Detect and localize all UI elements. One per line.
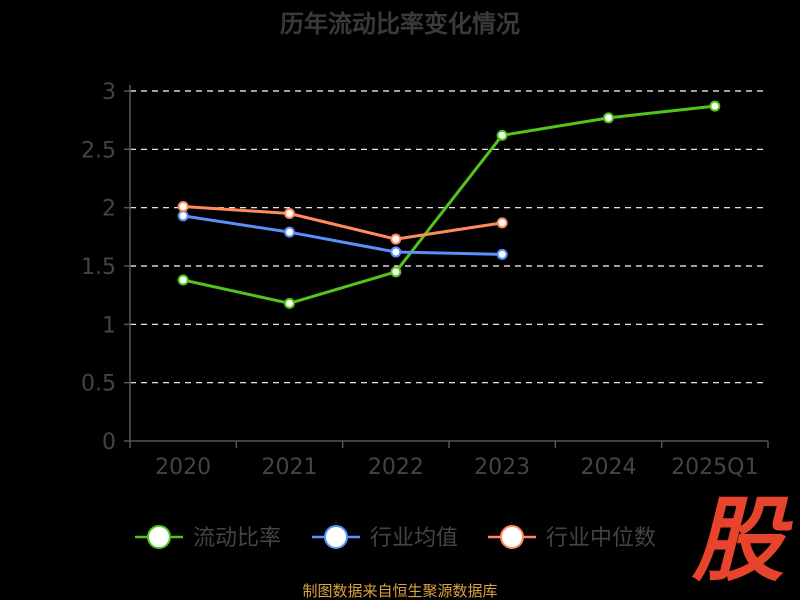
series-line <box>182 104 715 305</box>
y-tick-label: 2.5 <box>81 138 116 163</box>
data-point[interactable] <box>177 274 189 286</box>
legend[interactable]: 流动比率 行业均值 行业中位数 <box>135 525 656 551</box>
series-line <box>182 214 503 256</box>
legend-item[interactable]: 行业均值 <box>312 525 458 551</box>
data-point[interactable] <box>390 233 402 245</box>
series-line <box>183 205 503 241</box>
x-tick-label: 2024 <box>581 455 637 480</box>
y-tick-label: 0 <box>102 430 116 455</box>
data-point[interactable] <box>177 201 189 212</box>
legend-label: 行业中位数 <box>546 526 656 551</box>
x-tick-label: 2020 <box>155 455 211 480</box>
y-tick-label: 1.5 <box>81 255 116 280</box>
x-tick-label: 2022 <box>368 455 424 480</box>
data-point[interactable] <box>496 248 508 260</box>
data-point[interactable] <box>603 112 614 124</box>
data-point[interactable] <box>284 297 295 309</box>
x-tick-label: 2023 <box>474 455 530 480</box>
series-3 <box>177 201 508 245</box>
data-point[interactable] <box>177 210 189 222</box>
series-2 <box>177 210 508 260</box>
data-point[interactable] <box>496 217 508 229</box>
y-tick-label: 1 <box>102 313 116 338</box>
x-tick-label: 2025Q1 <box>671 455 758 480</box>
series-lines <box>177 100 721 309</box>
data-point[interactable] <box>496 129 508 141</box>
legend-marker <box>324 525 348 549</box>
legend-item[interactable]: 流动比率 <box>135 525 281 551</box>
legend-label: 行业均值 <box>370 526 458 551</box>
watermark-logo: 股 <box>691 487 793 594</box>
chart-title: 历年流动比率变化情况 <box>280 10 520 38</box>
data-point[interactable] <box>390 246 402 258</box>
y-tick-label: 3 <box>102 80 116 105</box>
y-tick-label: 0.5 <box>81 372 116 397</box>
legend-marker <box>500 525 524 549</box>
source-note: 制图数据来自恒生聚源数据库 <box>302 582 497 600</box>
y-tick-label: 2 <box>102 197 116 222</box>
legend-label: 流动比率 <box>193 526 281 551</box>
grid-lines <box>130 90 768 384</box>
x-tick-label: 2021 <box>262 455 318 480</box>
axes: 0 0.5 1 1.5 2 2.5 3 2020 2021 2022 2023 2024 2025Q1 <box>81 80 769 480</box>
data-point[interactable] <box>284 226 295 238</box>
legend-marker <box>147 525 171 549</box>
data-point[interactable] <box>284 208 295 219</box>
data-point[interactable] <box>709 100 721 112</box>
data-point[interactable] <box>390 266 402 278</box>
legend-item[interactable]: 行业中位数 <box>488 525 656 551</box>
series-1 <box>177 100 721 309</box>
